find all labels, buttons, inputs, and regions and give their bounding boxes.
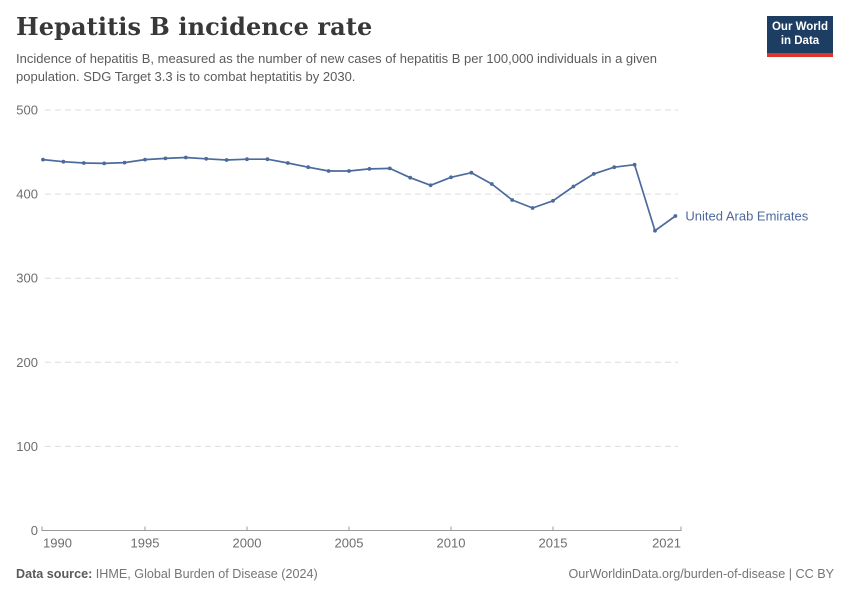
- data-point[interactable]: [408, 175, 413, 180]
- y-tick-label: 200: [16, 355, 38, 370]
- y-tick-label: 100: [16, 439, 38, 454]
- chart-footer: Data source: IHME, Global Burden of Dise…: [16, 567, 834, 581]
- x-tick-label: 2015: [539, 536, 568, 551]
- data-point[interactable]: [367, 167, 372, 171]
- data-point[interactable]: [489, 182, 494, 186]
- owid-logo-line1: Our World: [771, 21, 828, 33]
- y-tick-label: 500: [16, 103, 38, 118]
- data-point[interactable]: [102, 161, 107, 166]
- data-point[interactable]: [285, 161, 290, 165]
- x-tick-label: 1990: [43, 536, 72, 551]
- data-source: Data source: IHME, Global Burden of Dise…: [16, 567, 318, 581]
- data-point[interactable]: [510, 198, 515, 202]
- y-tick-label: 300: [16, 271, 38, 286]
- trend-line[interactable]: [42, 156, 676, 232]
- data-point[interactable]: [551, 198, 555, 203]
- data-point[interactable]: [122, 160, 127, 165]
- data-point[interactable]: [204, 156, 209, 161]
- data-point[interactable]: [265, 157, 270, 162]
- data-point[interactable]: [530, 206, 535, 210]
- x-axis-line: [41, 526, 682, 531]
- data-point[interactable]: [41, 157, 45, 162]
- data-point[interactable]: [591, 172, 596, 176]
- x-tick-label: 2005: [335, 536, 364, 551]
- data-point[interactable]: [469, 170, 474, 175]
- data-point[interactable]: [183, 155, 188, 160]
- data-point[interactable]: [143, 157, 147, 162]
- data-point[interactable]: [81, 161, 86, 165]
- data-point[interactable]: [387, 166, 392, 171]
- data-point[interactable]: [612, 165, 617, 170]
- data-point[interactable]: [673, 214, 678, 218]
- series-label[interactable]: United Arab Emirates: [685, 208, 808, 223]
- data-point[interactable]: [61, 159, 66, 164]
- x-tick-label: 1995: [131, 536, 160, 551]
- data-point[interactable]: [449, 175, 453, 180]
- chart-subtitle: Incidence of hepatitis B, measured as th…: [16, 51, 657, 85]
- page-title: Hepatitis B incidence rate: [16, 12, 373, 41]
- data-source-label: Data source:: [16, 567, 93, 581]
- y-tick-label: 400: [16, 187, 38, 202]
- data-point[interactable]: [347, 169, 351, 173]
- owid-logo-line2: in Data: [780, 35, 820, 48]
- data-point[interactable]: [428, 183, 433, 188]
- data-source-value: IHME, Global Burden of Disease (2024): [92, 567, 318, 581]
- data-point[interactable]: [245, 157, 249, 162]
- data-point[interactable]: [632, 162, 637, 167]
- credit-link[interactable]: OurWorldinData.org/burden-of-disease | C…: [568, 567, 834, 581]
- x-tick-label: 2000: [233, 536, 262, 551]
- owid-logo[interactable]: Our World in Data: [767, 16, 833, 57]
- y-tick-label: 0: [31, 523, 38, 538]
- data-point[interactable]: [653, 228, 657, 233]
- data-point[interactable]: [326, 169, 331, 173]
- data-point[interactable]: [571, 184, 576, 189]
- x-tick-label: 2021: [652, 536, 681, 551]
- x-tick-label: 2010: [437, 536, 466, 551]
- data-point[interactable]: [163, 156, 168, 161]
- data-point[interactable]: [306, 165, 311, 170]
- data-point[interactable]: [224, 158, 229, 162]
